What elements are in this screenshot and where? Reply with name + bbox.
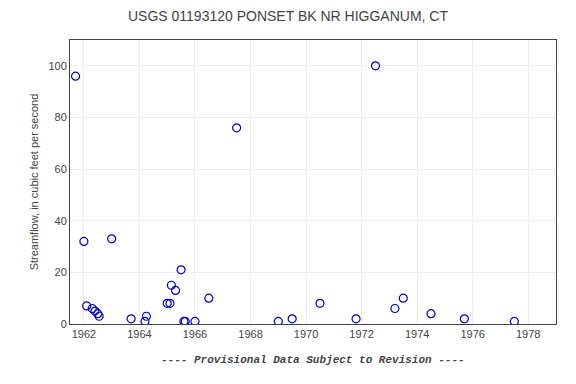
svg-text:1962: 1962 bbox=[72, 328, 96, 340]
svg-text:USGS 01193120 PONSET BK NR HIG: USGS 01193120 PONSET BK NR HIGGANUM, CT bbox=[128, 8, 448, 24]
svg-text:1978: 1978 bbox=[516, 328, 540, 340]
svg-text:1966: 1966 bbox=[183, 328, 207, 340]
svg-text:0: 0 bbox=[61, 318, 67, 330]
svg-text:20: 20 bbox=[55, 266, 67, 278]
svg-text:1968: 1968 bbox=[238, 328, 262, 340]
svg-text:100: 100 bbox=[48, 60, 66, 72]
svg-text:1970: 1970 bbox=[294, 328, 318, 340]
svg-text:1972: 1972 bbox=[349, 328, 373, 340]
svg-text:40: 40 bbox=[55, 215, 67, 227]
svg-text:1974: 1974 bbox=[405, 328, 429, 340]
svg-text:1976: 1976 bbox=[460, 328, 484, 340]
svg-text:80: 80 bbox=[55, 111, 67, 123]
svg-text:Streamflow, in cubic feet per: Streamflow, in cubic feet per second bbox=[28, 94, 40, 271]
svg-text:---- Provisional Data Subject: ---- Provisional Data Subject to Revisio… bbox=[161, 354, 465, 366]
svg-text:60: 60 bbox=[55, 163, 67, 175]
svg-text:1964: 1964 bbox=[127, 328, 151, 340]
